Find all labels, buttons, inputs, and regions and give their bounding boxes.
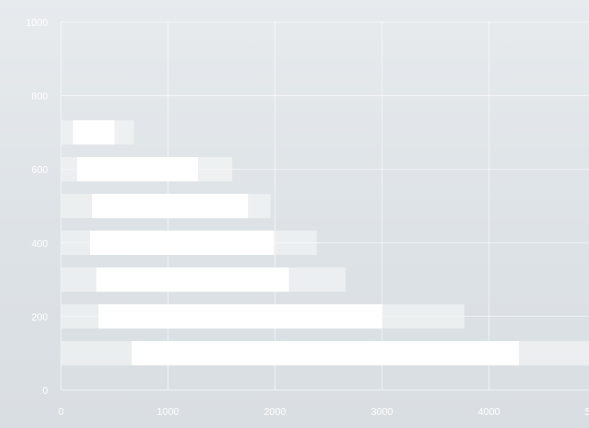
bar-600-segment-1 [61, 157, 78, 182]
bar-layer [61, 120, 589, 366]
bar-100-segment-3 [518, 341, 589, 366]
x-tick-label: 1000 [157, 407, 180, 418]
y-tick-label: 1000 [26, 18, 49, 29]
bar-400-segment-2 [89, 230, 274, 255]
bar-500-segment-3 [248, 193, 271, 219]
bar-100-segment-1 [61, 341, 132, 366]
y-tick-label: 600 [31, 165, 48, 176]
x-tick-label: 4000 [478, 407, 501, 418]
y-tick-label: 200 [31, 312, 48, 323]
bar-200-segment-1 [61, 304, 99, 329]
x-tick-label: 0 [58, 407, 64, 418]
bar-300-segment-3 [288, 267, 346, 292]
tick-layer: 0 200 400 600 800 1000 0 1000 2000 3000 4000 5000 [26, 18, 589, 418]
bar-200-segment-2 [98, 304, 382, 329]
bar-200-segment-3 [382, 304, 465, 329]
y-tick-label: 400 [31, 239, 48, 250]
bar-500-segment-1 [61, 193, 93, 219]
y-tick-label: 800 [31, 92, 48, 103]
bar-100-segment-2 [131, 341, 519, 366]
bar-400-segment-1 [61, 230, 90, 255]
y-tick-label: 0 [42, 386, 48, 397]
bar-600-segment-3 [197, 157, 233, 182]
bar-300-segment-1 [61, 267, 97, 292]
x-tick-label: 5000 [585, 407, 589, 418]
x-tick-label: 2000 [264, 407, 287, 418]
bar-700-segment-2 [72, 120, 115, 145]
x-tick-label: 3000 [371, 407, 394, 418]
bar-500-segment-2 [92, 193, 249, 219]
bar-300-segment-2 [96, 267, 289, 292]
bar-700-segment-1 [61, 120, 73, 145]
bar-600-segment-2 [77, 157, 198, 182]
bar-700-segment-3 [114, 120, 134, 145]
bar-400-segment-3 [273, 230, 317, 255]
